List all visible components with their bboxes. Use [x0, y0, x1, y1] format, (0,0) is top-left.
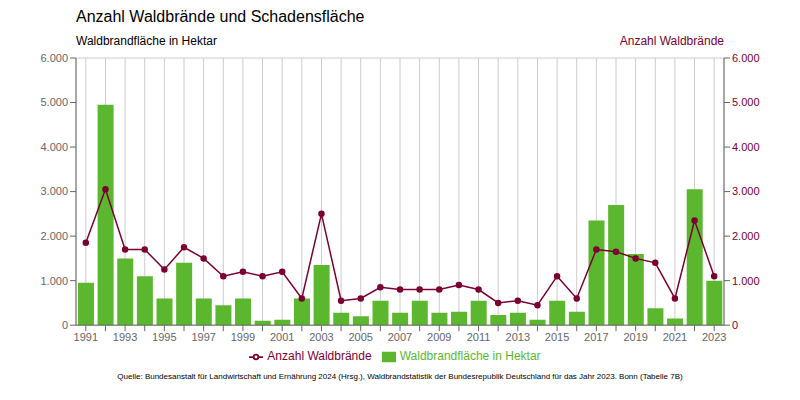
- svg-text:2011: 2011: [467, 331, 491, 343]
- svg-text:1.000: 1.000: [40, 275, 68, 287]
- svg-text:2.000: 2.000: [40, 230, 68, 242]
- svg-text:1999: 1999: [231, 331, 255, 343]
- svg-text:0: 0: [732, 319, 738, 331]
- svg-text:2001: 2001: [270, 331, 294, 343]
- svg-text:2.000: 2.000: [732, 230, 760, 242]
- svg-text:5.000: 5.000: [40, 96, 68, 108]
- html-text:Anzahl Waldbrände: Anzahl Waldbrände: [619, 34, 724, 48]
- svg-text:1995: 1995: [152, 331, 176, 343]
- html-text:Anzahl Waldbrände und Schadens: Anzahl Waldbrände und Schadensfläche: [76, 8, 365, 25]
- svg-text:2003: 2003: [309, 331, 333, 343]
- svg-text:3.000: 3.000: [732, 185, 760, 197]
- html-text:Quelle: Bundesanstalt für Land: Quelle: Bundesanstalt für Landwirtschaft…: [117, 372, 683, 381]
- html-text:Waldbrandfläche in Hektar: Waldbrandfläche in Hektar: [76, 34, 217, 48]
- svg-text:0: 0: [62, 319, 68, 331]
- svg-text:2005: 2005: [348, 331, 372, 343]
- svg-text:1997: 1997: [191, 331, 215, 343]
- svg-text:2013: 2013: [506, 331, 530, 343]
- html-text:Anzahl Waldbrände: Anzahl Waldbrände: [267, 349, 372, 364]
- svg-text:2007: 2007: [388, 331, 412, 343]
- svg-text:2023: 2023: [702, 331, 726, 343]
- svg-text:6.000: 6.000: [732, 52, 760, 64]
- svg-text:1993: 1993: [113, 331, 137, 343]
- html-text:Waldbrandfläche in Hektar: Waldbrandfläche in Hektar: [399, 349, 541, 364]
- svg-text:5.000: 5.000: [732, 96, 760, 108]
- svg-text:2019: 2019: [623, 331, 647, 343]
- svg-text:4.000: 4.000: [40, 141, 68, 153]
- svg-text:2015: 2015: [545, 331, 569, 343]
- svg-text:4.000: 4.000: [732, 141, 760, 153]
- svg-text:6.000: 6.000: [40, 52, 68, 64]
- svg-text:1.000: 1.000: [732, 275, 760, 287]
- svg-text:3.000: 3.000: [40, 185, 68, 197]
- svg-text:2017: 2017: [584, 331, 608, 343]
- svg-text:1991: 1991: [74, 331, 98, 343]
- svg-text:2009: 2009: [427, 331, 451, 343]
- svg-text:2021: 2021: [663, 331, 687, 343]
